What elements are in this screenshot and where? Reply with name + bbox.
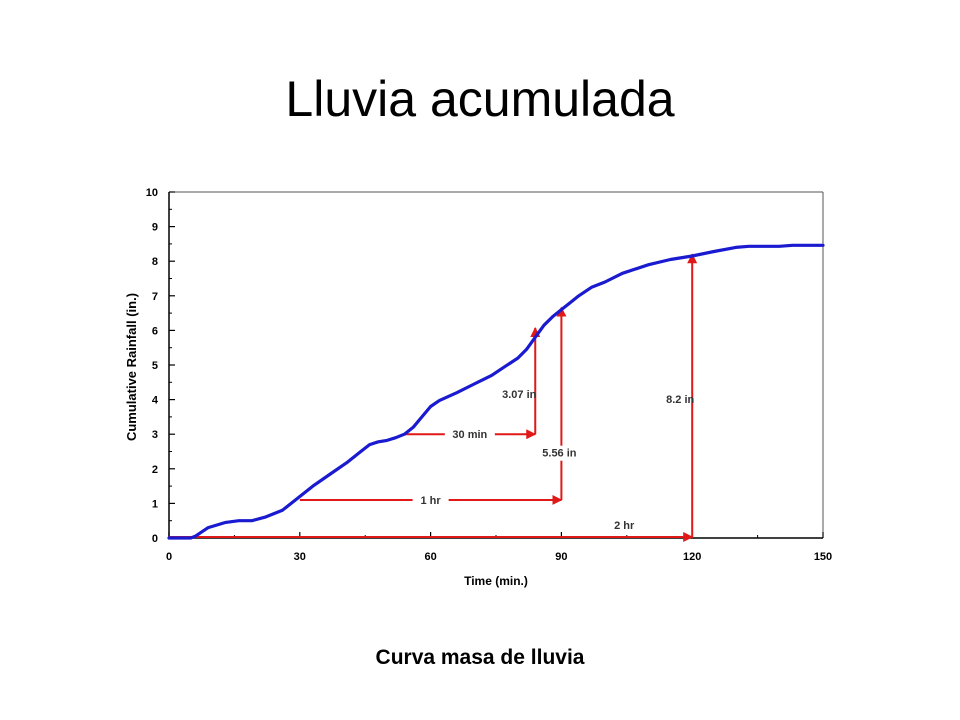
x-tick-label: 60 — [424, 551, 436, 563]
slide-title: Lluvia acumulada — [285, 71, 675, 127]
y-tick-label: 7 — [152, 291, 158, 303]
annotation-label-bg — [412, 491, 449, 508]
y-tick-label: 0 — [152, 533, 158, 545]
annotation-label-bg — [444, 426, 495, 443]
y-axis-label: Cumulative Rainfall (in.) — [124, 293, 139, 441]
annotation-label: 5.56 in — [542, 448, 577, 460]
x-tick-label: 0 — [166, 551, 172, 563]
x-tick-label: 150 — [814, 551, 832, 563]
annotation-label: 1 hr — [421, 495, 442, 507]
y-tick-label: 2 — [152, 464, 158, 476]
x-tick-label: 120 — [683, 551, 701, 563]
y-tick-label: 4 — [152, 395, 159, 407]
y-tick-label: 9 — [152, 222, 158, 234]
annotation-label: 2 hr — [614, 520, 635, 532]
series-line-cumulative-rainfall — [167, 243, 825, 540]
y-tick-label: 6 — [152, 325, 158, 337]
x-tick-label: 30 — [294, 551, 306, 563]
y-tick-label: 10 — [146, 187, 158, 199]
annotation-label: 30 min — [452, 429, 487, 441]
series-layer — [167, 243, 825, 540]
annotation-label-bg — [531, 445, 587, 461]
y-axis: 0 1 2 3 4 5 6 7 8 9 10 — [146, 187, 175, 545]
x-tick-label: 90 — [555, 551, 567, 563]
annotations: 30 min 3.07 in 1 hr 5.56 in 2 hr 8.2 in — [169, 253, 698, 542]
y-tick-label: 1 — [152, 498, 158, 510]
x-axis-label: Time (min.) — [464, 574, 528, 588]
plot-frame — [168, 191, 824, 539]
y-tick-label: 5 — [152, 360, 158, 372]
y-tick-label: 8 — [152, 256, 158, 268]
annotation-label: 3.07 in — [502, 389, 537, 401]
figure-caption: Curva masa de lluvia — [375, 646, 585, 669]
annotation-label: 8.2 in — [666, 394, 694, 406]
y-tick-label: 3 — [152, 429, 158, 441]
